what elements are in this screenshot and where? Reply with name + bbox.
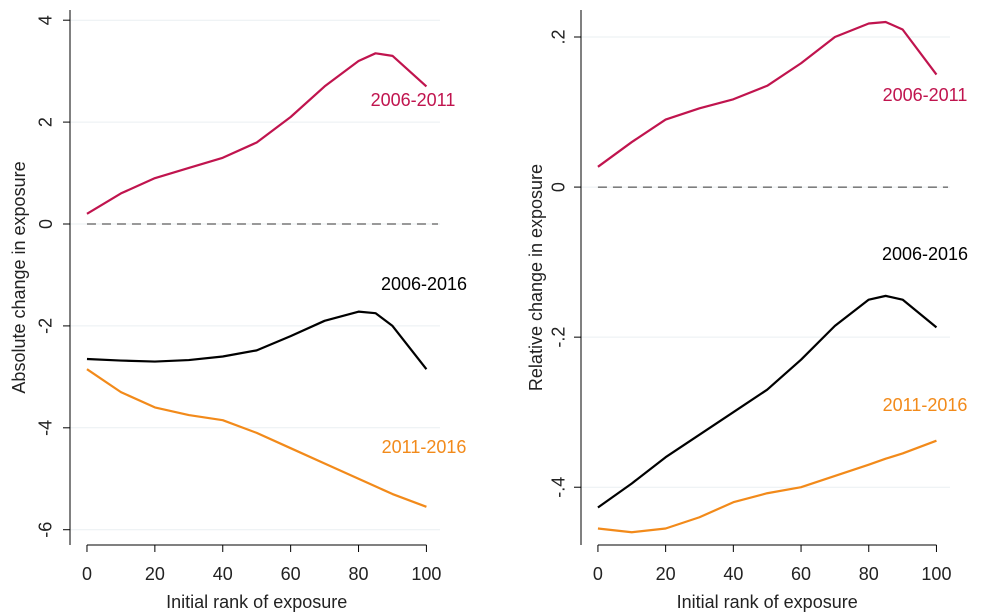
- y-tick-label: 0: [36, 219, 56, 229]
- series-label: 2006-2011: [883, 85, 968, 105]
- y-tick-label: -.4: [549, 477, 569, 498]
- series-line: [597, 294, 938, 509]
- y-tick-label: -2: [36, 318, 56, 334]
- x-axis-title: Initial rank of exposure: [166, 592, 347, 612]
- y-tick-label: 2: [36, 117, 56, 127]
- y-tick-label: 4: [36, 15, 56, 25]
- x-tick-label: 60: [791, 564, 811, 584]
- series-label: 2011-2016: [883, 395, 968, 415]
- x-tick-label: 100: [411, 564, 441, 584]
- y-axis-title: Absolute change in exposure: [9, 161, 29, 393]
- x-axis-title: Initial rank of exposure: [677, 592, 858, 612]
- y-tick-label: -4: [36, 420, 56, 436]
- y-tick-label: 0: [549, 182, 569, 192]
- y-axis-title: Relative change in exposure: [526, 164, 546, 391]
- series-label: 2006-2016: [882, 244, 968, 264]
- series-line: [86, 310, 428, 370]
- x-tick-label: 100: [921, 564, 951, 584]
- x-tick-label: 80: [349, 564, 369, 584]
- x-tick-label: 80: [859, 564, 879, 584]
- y-tick-label: -.2: [549, 327, 569, 348]
- x-tick-label: 40: [213, 564, 233, 584]
- x-tick-label: 20: [145, 564, 165, 584]
- series-line: [597, 439, 937, 534]
- x-tick-label: 60: [281, 564, 301, 584]
- series-label: 2006-2016: [381, 274, 467, 294]
- series-label: 2011-2016: [382, 437, 467, 457]
- series-label: 2006-2011: [371, 90, 456, 110]
- y-tick-label: .2: [549, 30, 569, 45]
- y-tick-label: -6: [36, 522, 56, 538]
- series-line: [86, 52, 428, 215]
- x-tick-label: 20: [656, 564, 676, 584]
- series-line: [597, 20, 938, 168]
- x-tick-label: 0: [593, 564, 603, 584]
- x-tick-label: 40: [723, 564, 743, 584]
- series-line: [86, 368, 427, 508]
- x-tick-label: 0: [82, 564, 92, 584]
